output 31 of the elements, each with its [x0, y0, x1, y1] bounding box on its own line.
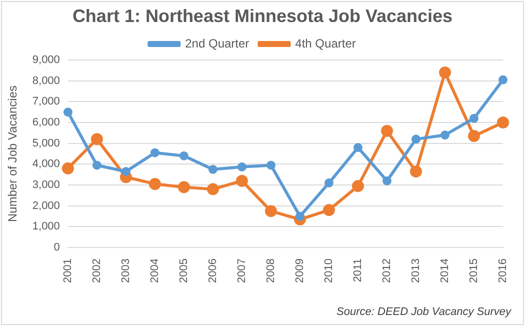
x-tick-label: 2008	[264, 258, 277, 284]
x-tick-label: 2001	[62, 258, 74, 284]
x-tick-label: 2014	[439, 258, 452, 284]
x-tick-label: 2003	[120, 258, 132, 284]
x-tick-label: 2012	[381, 258, 394, 284]
x-tick-label: 2002	[90, 258, 103, 284]
x-tick-label: 2006	[206, 258, 219, 284]
legend-label: 2nd Quarter	[185, 36, 250, 50]
y-tick-label: 3,000	[32, 179, 60, 192]
x-tick-label: 2010	[323, 258, 335, 284]
x-tick-label: 2004	[148, 258, 161, 284]
y-tick-label: 4,000	[32, 158, 60, 170]
y-tick-label: 0	[54, 242, 60, 254]
y-tick-label: 7,000	[32, 96, 60, 108]
y-axis-title: Number of Job Vacancies	[6, 86, 20, 222]
x-tick-label: 2013	[410, 258, 422, 284]
y-tick-label: 1,000	[32, 220, 60, 233]
x-tick-label: 2016	[497, 258, 510, 284]
y-tick-label: 6,000	[32, 116, 60, 129]
x-tick-label: 2011	[352, 258, 364, 282]
x-tick-label: 2015	[468, 258, 480, 284]
source-note: Source: DEED Job Vacancy Survey	[336, 306, 511, 318]
y-tick-label: 2,000	[32, 200, 60, 212]
y-tick-label: 9,000	[32, 54, 60, 66]
legend-label: 4th Quarter	[295, 36, 356, 50]
y-tick-label: 8,000	[32, 74, 60, 87]
y-tick-label: 5,000	[32, 137, 60, 150]
x-tick-label: 2005	[178, 258, 190, 284]
chart-title: Chart 1: Northeast Minnesota Job Vacancies	[71, 6, 454, 27]
x-tick-label: 2009	[294, 258, 306, 284]
x-tick-label: 2007	[236, 258, 248, 284]
